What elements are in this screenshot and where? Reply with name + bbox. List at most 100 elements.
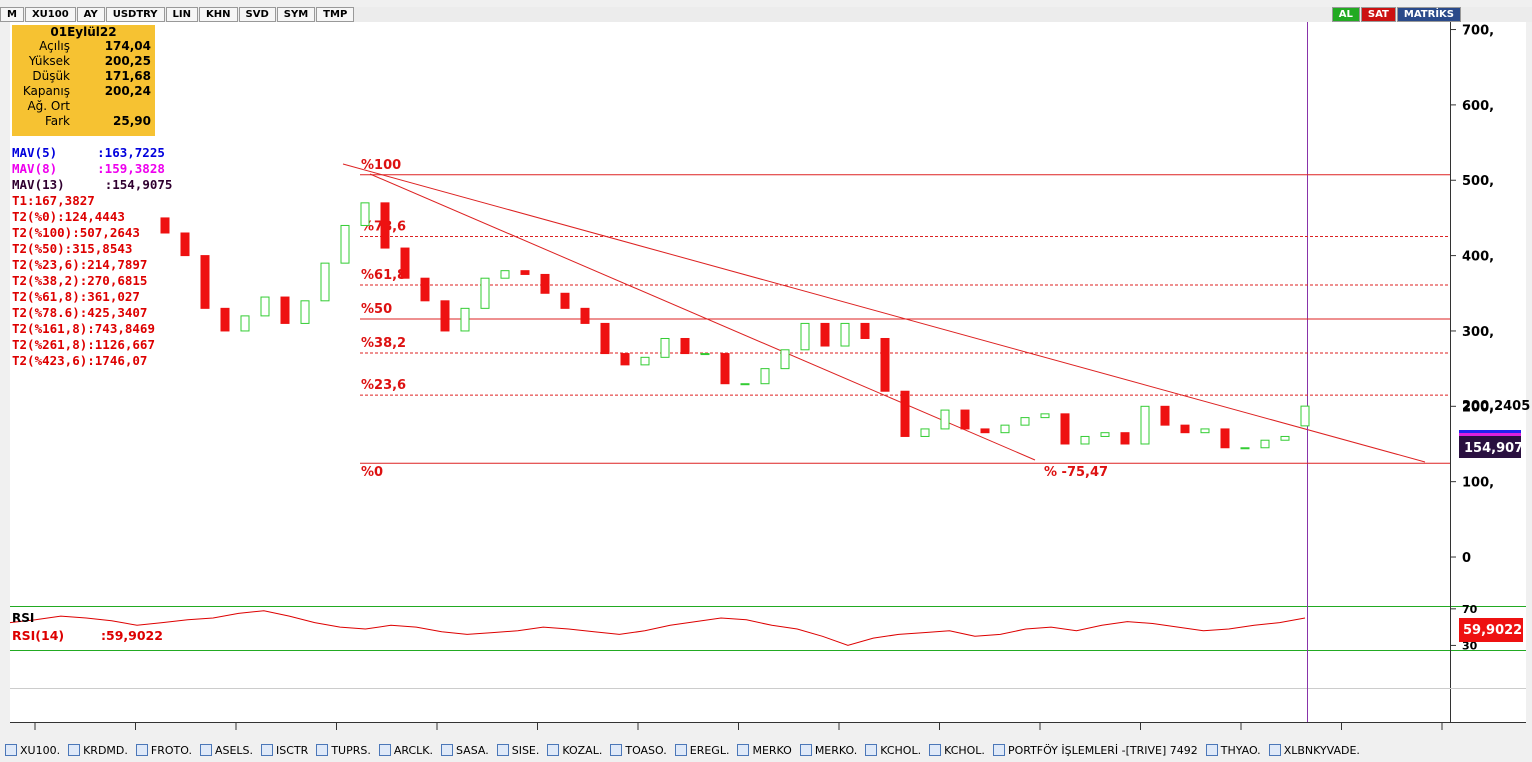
task-item[interactable]: THYAO. bbox=[1205, 743, 1261, 757]
task-item[interactable]: FROTO. bbox=[135, 743, 192, 757]
info-label: Kapanış bbox=[22, 84, 70, 98]
info-label: Fark bbox=[44, 114, 70, 128]
candle bbox=[860, 322, 870, 339]
task-label: EREGL. bbox=[689, 743, 730, 757]
indicator-list: MAV(5):163,7225 MAV(8):159,3828 MAV(13):15… bbox=[12, 145, 172, 369]
info-label: Düşük bbox=[32, 69, 70, 83]
candle bbox=[240, 315, 250, 332]
task-label: TUPRS. bbox=[331, 743, 371, 757]
mav-label: 154,907 bbox=[1464, 441, 1523, 456]
task-icon bbox=[1268, 744, 1281, 756]
info-label: Açılış bbox=[39, 39, 70, 53]
task-item[interactable]: KOZAL. bbox=[547, 744, 602, 757]
task-item[interactable]: XLBNKYVADE. bbox=[1268, 744, 1360, 757]
task-item[interactable]: KRDMD. bbox=[68, 744, 128, 757]
task-label: SISE. bbox=[511, 743, 540, 757]
candle bbox=[1100, 432, 1110, 437]
toolbar-button[interactable]: MATRİKS bbox=[1396, 7, 1461, 22]
task-icon bbox=[378, 744, 391, 756]
candle bbox=[480, 277, 490, 309]
y-tick-label: 300, bbox=[1462, 325, 1494, 340]
candle bbox=[280, 296, 290, 324]
indicator-name: T2(%38,2):270,6815 bbox=[12, 273, 148, 288]
candle bbox=[1080, 435, 1090, 445]
candle bbox=[980, 428, 990, 434]
indicator-name: T2(%0):124,4443 bbox=[12, 209, 125, 224]
rsi-title: RSI bbox=[12, 611, 34, 625]
task-label: ISCTR bbox=[276, 743, 309, 757]
task-label: PORTFÖY İŞLEMLERİ -[TRIVE] 7492 bbox=[1007, 743, 1198, 757]
toolbar-button[interactable]: TMP bbox=[316, 7, 355, 22]
toolbar-button[interactable]: SVD bbox=[238, 7, 276, 22]
task-item[interactable]: KCHOL. bbox=[865, 744, 921, 757]
task-label: ARCLK. bbox=[393, 743, 433, 757]
toolbar-button[interactable]: XU100 bbox=[24, 7, 76, 22]
task-label: FROTO. bbox=[150, 743, 192, 757]
task-item[interactable]: XU100. bbox=[5, 744, 60, 757]
info-box: 01Eylül22 Açılış 174,04 Yüksek 200,25 Düşük 17… bbox=[12, 25, 155, 136]
candle bbox=[960, 409, 970, 430]
y-tick-label: 100, bbox=[1462, 476, 1494, 491]
task-icon bbox=[992, 744, 1005, 756]
indicator-value: :163,7225 bbox=[97, 145, 165, 160]
candle bbox=[360, 202, 370, 226]
indicator-name: T2(%78.6):425,3407 bbox=[12, 305, 148, 320]
info-date: 01Eylül22 bbox=[50, 25, 117, 39]
candle bbox=[840, 322, 850, 347]
toolbar-button[interactable]: AY bbox=[76, 7, 105, 22]
candle bbox=[500, 270, 510, 279]
task-item[interactable]: ISCTR bbox=[261, 744, 308, 757]
trend-line bbox=[369, 173, 1036, 461]
rsi-pane bbox=[10, 607, 1450, 650]
task-item[interactable]: ARCLK. bbox=[378, 743, 433, 757]
candle bbox=[680, 337, 690, 355]
task-item[interactable]: ASELS. bbox=[199, 744, 253, 757]
indicator-row: T2(%0):124,4443 bbox=[12, 209, 172, 225]
candle bbox=[460, 307, 470, 332]
task-item[interactable]: TUPRS. bbox=[316, 744, 371, 757]
candle bbox=[640, 356, 650, 366]
toolbar-button[interactable]: AL bbox=[1331, 7, 1360, 22]
task-item[interactable]: KCHOL. bbox=[929, 744, 985, 757]
indicator-row: T1:167,3827 bbox=[12, 193, 172, 209]
rsi-line bbox=[9, 610, 1306, 646]
task-icon bbox=[496, 744, 509, 756]
taskbar: XU100. KRDMD. FROTO. ASELS. ISCTR TUPRS. ARCLK… bbox=[0, 738, 1532, 762]
candle bbox=[880, 337, 890, 392]
candle bbox=[920, 428, 930, 437]
toolbar-button[interactable]: KHN bbox=[199, 7, 238, 22]
y-tick-label: 700, bbox=[1462, 24, 1494, 39]
candle bbox=[700, 353, 710, 356]
task-icon bbox=[799, 744, 812, 756]
candle bbox=[760, 368, 770, 385]
info-row: Düşük 171,68 bbox=[12, 69, 155, 84]
info-value: 174,04 bbox=[104, 39, 151, 53]
toolbar-button[interactable]: M bbox=[0, 7, 24, 22]
fib-label: %61,8 bbox=[361, 268, 406, 283]
task-item[interactable]: MERKO bbox=[737, 744, 792, 757]
task-item[interactable]: MERKO. bbox=[799, 744, 857, 757]
toolbar-button[interactable]: SAT bbox=[1360, 7, 1396, 22]
candle bbox=[180, 232, 190, 257]
task-item[interactable]: SASA. bbox=[440, 744, 489, 757]
y-tick-label: 400, bbox=[1462, 250, 1494, 265]
toolbar-button[interactable]: SYM bbox=[276, 7, 316, 22]
info-value: 171,68 bbox=[104, 69, 151, 83]
price-pane bbox=[10, 22, 1450, 606]
toolbar-button[interactable]: LIN bbox=[165, 7, 199, 22]
indicator-name: MAV(8) bbox=[12, 161, 58, 176]
rsi-box bbox=[1459, 618, 1523, 642]
task-icon bbox=[135, 744, 148, 756]
task-label: THYAO. bbox=[1220, 743, 1261, 757]
task-item[interactable]: TOASO. bbox=[610, 744, 667, 757]
candle bbox=[520, 270, 530, 275]
task-item[interactable]: EREGL. bbox=[674, 743, 730, 757]
task-item[interactable]: SISE. bbox=[496, 743, 540, 757]
toolbar-button[interactable]: USDTRY bbox=[105, 7, 165, 22]
task-item[interactable]: PORTFÖY İŞLEMLERİ -[TRIVE] 7492 bbox=[992, 743, 1198, 757]
candle bbox=[1240, 447, 1250, 450]
info-value: 200,25 bbox=[104, 54, 151, 68]
task-label: KCHOL. bbox=[880, 743, 922, 757]
candle bbox=[940, 409, 950, 430]
task-icon bbox=[1205, 744, 1218, 756]
